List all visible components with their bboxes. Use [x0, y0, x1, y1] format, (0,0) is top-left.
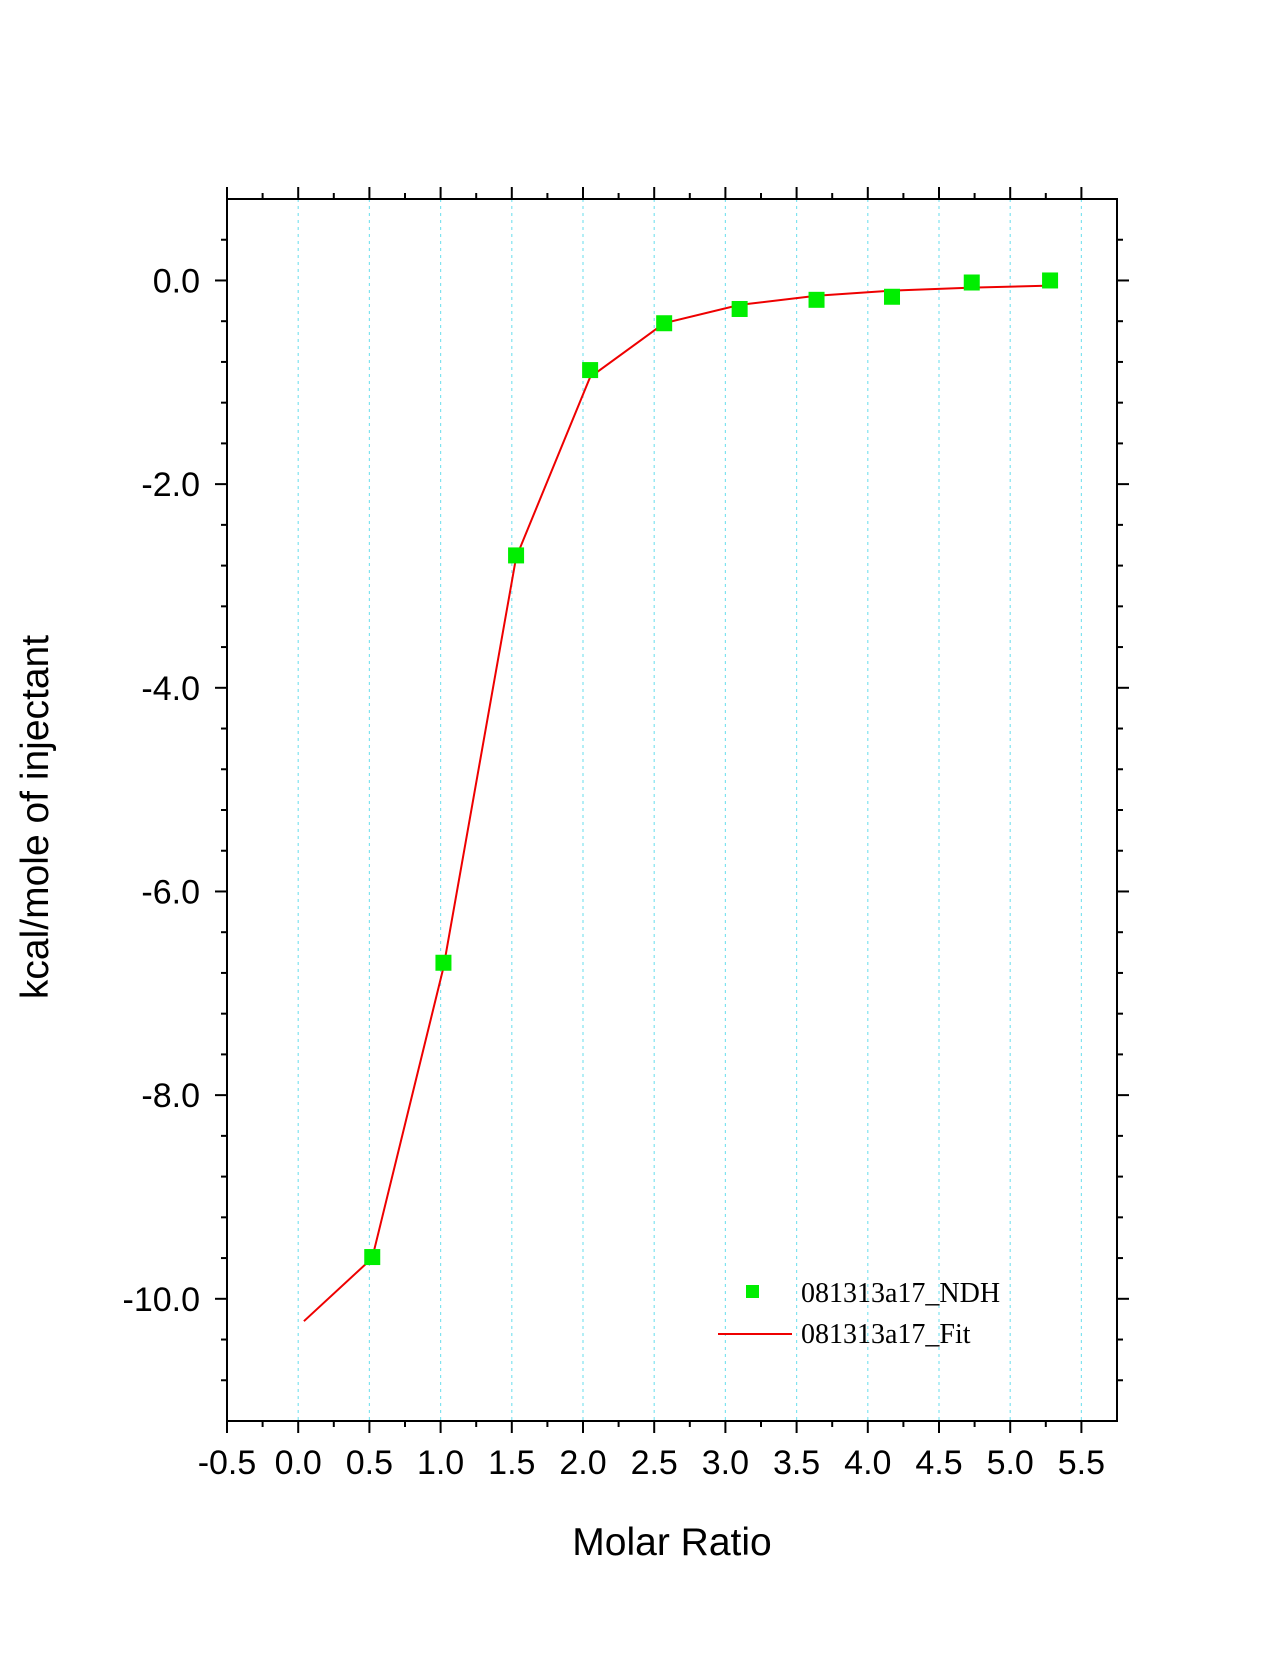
axis-ticks — [215, 187, 1129, 1433]
x-tick-label: 1.0 — [417, 1444, 464, 1482]
y-tick-label: -2.0 — [141, 466, 200, 504]
y-tick-label: -4.0 — [141, 670, 200, 708]
data-point — [364, 1249, 381, 1266]
x-tick-label: 3.0 — [702, 1444, 749, 1482]
y-tick-label: 0.0 — [153, 262, 200, 300]
y-axis-title: kcal/mole of injectant — [14, 635, 57, 999]
x-tick-label: 2.0 — [559, 1444, 606, 1482]
data-point — [808, 291, 825, 308]
x-tick-label: 5.5 — [1058, 1444, 1105, 1482]
x-tick-label: 0.5 — [346, 1444, 393, 1482]
x-tick-labels: -0.5 0.0 0.5 1.0 1.5 2.0 2.5 3.0 3.5 4.0 4.5 5.0 5.5 — [198, 1444, 1105, 1482]
legend-label-ndh: 081313a17_NDH — [801, 1278, 1000, 1309]
x-tick-label: 5.0 — [987, 1444, 1034, 1482]
x-tick-label: 0.0 — [275, 1444, 322, 1482]
x-tick-label: 1.5 — [488, 1444, 535, 1482]
data-point — [1042, 272, 1059, 289]
legend-label-fit: 081313a17_Fit — [801, 1319, 971, 1350]
data-point — [508, 547, 525, 564]
x-tick-label: 2.5 — [631, 1444, 678, 1482]
plot-frame — [226, 198, 1118, 1422]
data-point — [435, 954, 452, 971]
data-point — [731, 300, 748, 317]
x-tick-label: 4.0 — [844, 1444, 891, 1482]
data-point — [656, 315, 673, 332]
fit-line — [303, 284, 1051, 1322]
data-point — [963, 274, 980, 291]
x-tick-label: 3.5 — [773, 1444, 820, 1482]
data-series — [303, 272, 1059, 1322]
y-tick-labels: 0.0 -2.0 -4.0 -6.0 -8.0 -10.0 — [123, 262, 201, 1318]
y-tick-label: -8.0 — [141, 1077, 200, 1115]
x-axis-title: Molar Ratio — [572, 1521, 771, 1564]
y-tick-label: -10.0 — [123, 1281, 201, 1319]
y-tick-label: -6.0 — [141, 873, 200, 911]
data-point — [884, 288, 901, 305]
legend-square-marker — [746, 1285, 759, 1298]
vertical-grid — [297, 199, 1083, 1421]
x-tick-label: 4.5 — [915, 1444, 962, 1482]
legend: 081313a17_NDH 081313a17_Fit — [718, 1278, 1000, 1350]
x-tick-label: -0.5 — [198, 1444, 257, 1482]
data-point — [582, 362, 599, 379]
